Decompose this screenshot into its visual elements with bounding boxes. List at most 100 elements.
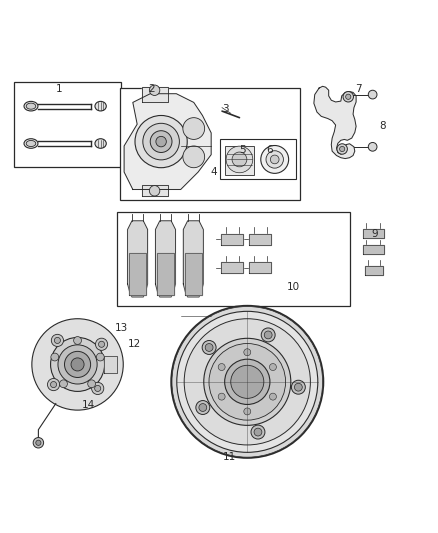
Circle shape [196,400,210,415]
Circle shape [199,403,207,411]
Text: 13: 13 [114,324,128,333]
Circle shape [231,365,264,398]
Polygon shape [221,262,243,273]
Circle shape [36,440,41,446]
Circle shape [33,438,44,448]
Text: 6: 6 [267,145,273,155]
Circle shape [269,393,276,400]
Circle shape [218,364,225,370]
Polygon shape [104,356,117,373]
Circle shape [60,380,67,387]
Circle shape [184,319,311,445]
Text: 9: 9 [371,229,378,239]
Polygon shape [221,234,243,245]
Circle shape [337,144,347,154]
Circle shape [264,331,272,339]
Ellipse shape [26,103,36,109]
Polygon shape [363,245,384,254]
Text: 5: 5 [240,145,246,155]
Polygon shape [250,262,271,273]
Circle shape [202,341,216,354]
Circle shape [266,151,283,168]
Polygon shape [155,221,176,297]
Polygon shape [314,86,356,158]
Circle shape [150,131,172,152]
Circle shape [251,425,265,439]
Circle shape [346,94,351,99]
Text: 2: 2 [148,84,155,94]
Polygon shape [363,229,384,238]
Polygon shape [185,253,201,295]
Circle shape [183,118,205,140]
Circle shape [218,393,225,400]
Circle shape [368,90,377,99]
Circle shape [205,344,213,351]
Circle shape [54,337,60,343]
Circle shape [244,349,251,356]
Circle shape [143,123,180,160]
Circle shape [64,351,91,377]
Circle shape [88,380,95,387]
Polygon shape [141,185,168,196]
Ellipse shape [24,101,38,111]
Polygon shape [250,234,271,245]
Text: 3: 3 [222,104,229,114]
Bar [220,140,297,180]
Circle shape [183,146,205,168]
Circle shape [204,338,291,425]
Circle shape [135,116,187,168]
Polygon shape [184,221,203,297]
Circle shape [95,385,101,391]
Text: 14: 14 [82,400,95,410]
Circle shape [244,408,251,415]
Circle shape [32,319,123,410]
Circle shape [270,155,279,164]
Ellipse shape [26,141,36,147]
Polygon shape [365,265,383,275]
Circle shape [261,328,275,342]
Circle shape [225,359,270,405]
Text: 1: 1 [56,84,63,94]
Polygon shape [129,253,146,295]
Text: 7: 7 [355,84,362,94]
Circle shape [294,383,302,391]
Circle shape [92,382,104,394]
Circle shape [47,378,60,391]
Ellipse shape [226,146,253,173]
Circle shape [50,337,105,391]
Circle shape [339,147,345,151]
Polygon shape [127,221,148,297]
Circle shape [291,380,305,394]
Circle shape [149,185,160,196]
Circle shape [58,345,97,384]
Circle shape [149,85,160,95]
Circle shape [269,364,276,370]
Circle shape [71,358,84,371]
Ellipse shape [95,139,106,148]
Polygon shape [141,87,168,102]
Bar [225,146,254,175]
Polygon shape [157,253,174,295]
Bar [14,83,121,167]
Circle shape [96,353,104,361]
Ellipse shape [95,101,106,111]
Circle shape [177,311,318,453]
Ellipse shape [24,139,38,148]
Circle shape [74,336,81,344]
Text: 8: 8 [379,122,385,131]
Text: 10: 10 [286,282,300,293]
Circle shape [156,136,166,147]
Circle shape [171,305,323,458]
Circle shape [50,382,57,387]
Circle shape [209,344,286,420]
Bar [117,212,350,305]
Ellipse shape [232,152,247,167]
Circle shape [254,428,262,436]
Circle shape [368,142,377,151]
Circle shape [99,341,105,348]
Bar [120,88,300,200]
Circle shape [343,92,353,102]
Text: 12: 12 [127,339,141,349]
Circle shape [51,334,64,346]
Text: 11: 11 [223,452,237,462]
